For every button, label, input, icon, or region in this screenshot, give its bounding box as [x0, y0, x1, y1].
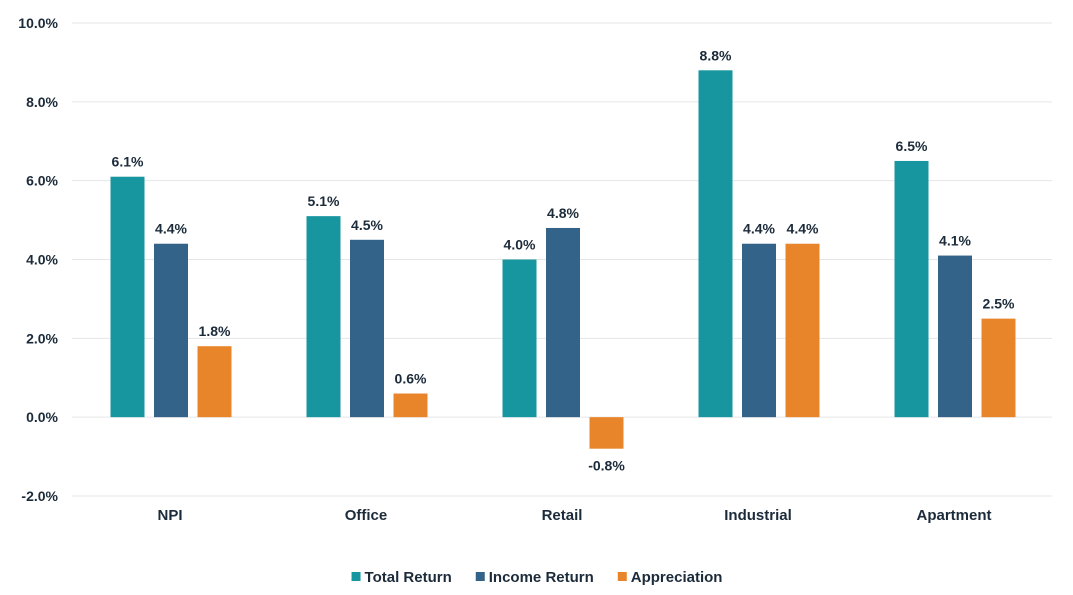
bar-retail-total-return	[502, 259, 537, 418]
data-label: 4.5%	[351, 217, 383, 233]
category-label-industrial: Industrial	[724, 507, 792, 524]
data-labels: 6.1% 4.4% 1.8% 5.1% 4.5% 0.6% 4.0% 4.8% -0.8% 8.8…	[112, 47, 1015, 473]
data-label: 2.5%	[983, 296, 1015, 312]
category-label-office: Office	[345, 507, 388, 524]
category-label-apartment: Apartment	[916, 507, 991, 524]
bar-apartment-income-return	[938, 255, 972, 418]
legend-swatch	[617, 572, 627, 581]
legend-item-income-return: Income Return	[475, 569, 594, 586]
bar-industrial-total-return	[698, 70, 733, 418]
y-tick-label: 10.0%	[18, 15, 58, 31]
bar-retail-income-return	[546, 227, 580, 418]
y-tick-label: 6.0%	[26, 173, 58, 189]
data-label: 4.8%	[547, 205, 579, 221]
data-label: 4.1%	[939, 233, 971, 249]
data-label: 8.8%	[700, 47, 732, 63]
legend-item-appreciation: Appreciation	[617, 569, 723, 586]
x-axis-categories: NPI Office Retail Industrial Apartment	[157, 507, 991, 524]
data-label: 4.4%	[787, 221, 819, 237]
data-label: 5.1%	[308, 193, 340, 209]
y-tick-label: 2.0%	[26, 330, 58, 346]
legend-label: Total Return	[365, 569, 452, 586]
legend-label: Income Return	[489, 569, 594, 586]
bar-apartment-appreciation	[981, 318, 1016, 418]
y-tick-label: 0.0%	[26, 409, 58, 425]
data-label: 0.6%	[395, 371, 427, 387]
bar-office-total-return	[306, 216, 341, 418]
data-label: -0.8%	[588, 458, 625, 474]
bar-npi-total-return	[110, 176, 145, 418]
y-axis-ticks: -2.0% 0.0% 2.0% 4.0% 6.0% 8.0% 10.0%	[18, 15, 58, 504]
bar-retail-appreciation	[589, 417, 624, 449]
bar-npi-income-return	[154, 243, 188, 418]
legend-label: Appreciation	[631, 569, 723, 586]
bar-industrial-appreciation	[785, 243, 820, 418]
bar-industrial-income-return	[742, 243, 776, 418]
legend-swatch	[475, 572, 485, 581]
category-label-npi: NPI	[157, 507, 182, 524]
bars	[110, 70, 1016, 449]
legend-swatch	[351, 572, 361, 581]
legend-item-total-return: Total Return	[351, 569, 452, 586]
y-tick-label: 8.0%	[26, 94, 58, 110]
data-label: 1.8%	[199, 323, 231, 339]
data-label: 4.4%	[743, 221, 775, 237]
category-label-retail: Retail	[542, 507, 583, 524]
y-tick-label: 4.0%	[26, 252, 58, 268]
data-label: 6.5%	[896, 138, 928, 154]
data-label: 4.0%	[504, 237, 536, 253]
y-tick-label: -2.0%	[21, 488, 58, 504]
legend: Total Return Income Return Appreciation	[351, 569, 723, 586]
bar-npi-appreciation	[197, 346, 232, 418]
data-label: 6.1%	[112, 154, 144, 170]
bar-apartment-total-return	[894, 160, 929, 418]
bar-office-income-return	[350, 239, 384, 418]
data-label: 4.4%	[155, 221, 187, 237]
bar-office-appreciation	[393, 393, 428, 418]
